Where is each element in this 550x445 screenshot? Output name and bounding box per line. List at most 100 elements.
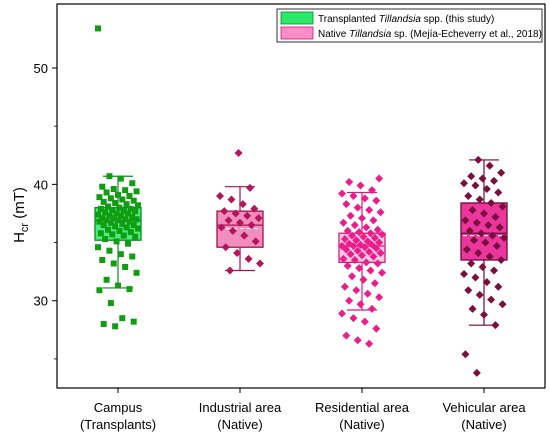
data-point-0-65 bbox=[133, 269, 140, 276]
points-3 bbox=[460, 155, 508, 377]
data-point-0-33 bbox=[99, 215, 106, 222]
data-point-2-6 bbox=[360, 194, 369, 203]
data-point-0-17 bbox=[123, 201, 130, 208]
data-point-1-1 bbox=[246, 183, 254, 192]
data-point-0-46 bbox=[123, 224, 130, 231]
data-point-3-31 bbox=[497, 256, 506, 264]
y-axis-title-sub: cr bbox=[19, 223, 31, 233]
points-1 bbox=[216, 148, 264, 275]
data-point-0-26 bbox=[102, 209, 109, 216]
legend-label-native-suffix: sp. (Mejía-Echeverry et al., 2018) bbox=[391, 29, 542, 40]
data-point-2-21 bbox=[366, 229, 375, 238]
data-point-3-28 bbox=[462, 245, 471, 254]
data-point-3-24 bbox=[500, 233, 508, 242]
data-point-0-43 bbox=[130, 222, 137, 229]
data-point-2-60 bbox=[356, 300, 365, 309]
data-point-1-16 bbox=[251, 237, 260, 246]
data-point-0-10 bbox=[126, 193, 133, 199]
data-point-3-45 bbox=[491, 321, 500, 330]
data-point-0-61 bbox=[129, 253, 136, 260]
data-point-2-42 bbox=[358, 251, 366, 260]
y-axis-title: Hcr (mT) bbox=[11, 187, 31, 243]
data-point-2-54 bbox=[370, 279, 379, 288]
data-point-0-0 bbox=[95, 25, 101, 32]
data-point-3-16 bbox=[491, 212, 500, 221]
data-point-3-12 bbox=[487, 198, 496, 207]
data-point-0-30 bbox=[106, 212, 113, 219]
data-point-0-35 bbox=[122, 216, 129, 223]
data-point-0-54 bbox=[132, 233, 139, 240]
data-point-0-48 bbox=[105, 226, 111, 233]
x-ticks: Campus (Transplants) Industrial area (Nativ… bbox=[80, 388, 526, 432]
data-point-0-18 bbox=[135, 202, 141, 209]
data-point-2-41 bbox=[346, 250, 355, 259]
data-point-0-63 bbox=[110, 260, 117, 267]
plot-frame bbox=[56, 3, 546, 389]
data-point-3-17 bbox=[461, 216, 470, 225]
data-point-2-8 bbox=[342, 200, 351, 209]
data-point-2-57 bbox=[363, 289, 372, 298]
data-point-0-70 bbox=[107, 300, 114, 307]
data-point-2-11 bbox=[376, 208, 385, 217]
data-point-1-18 bbox=[233, 249, 242, 258]
data-point-0-21 bbox=[127, 205, 134, 212]
data-point-0-39 bbox=[126, 218, 133, 225]
legend-label-native-italic: Tillandsia bbox=[349, 29, 392, 40]
series-group-0 bbox=[94, 25, 142, 330]
data-point-0-11 bbox=[96, 194, 103, 201]
data-point-2-22 bbox=[378, 230, 386, 239]
series-group-1 bbox=[216, 148, 264, 275]
data-point-0-68 bbox=[126, 286, 133, 293]
data-point-0-55 bbox=[102, 236, 109, 243]
data-point-3-39 bbox=[464, 286, 473, 295]
data-point-2-0 bbox=[375, 174, 384, 183]
data-point-0-14 bbox=[130, 197, 137, 204]
legend-label-transplanted-prefix: Transplanted bbox=[318, 14, 379, 25]
data-point-2-67 bbox=[353, 336, 362, 345]
data-point-2-13 bbox=[358, 214, 366, 223]
data-point-2-39 bbox=[365, 247, 374, 256]
data-point-1-3 bbox=[227, 195, 236, 204]
data-point-2-2 bbox=[356, 181, 365, 190]
data-point-1-17 bbox=[221, 243, 230, 252]
data-point-0-67 bbox=[115, 282, 121, 289]
ytick-label-30: 30 bbox=[34, 294, 48, 309]
data-point-3-37 bbox=[482, 278, 491, 287]
xtick-label-line2-3: (Native) bbox=[461, 417, 507, 432]
data-point-1-21 bbox=[226, 266, 234, 275]
data-point-2-68 bbox=[365, 339, 374, 348]
data-point-1-9 bbox=[254, 214, 263, 223]
data-point-2-59 bbox=[345, 296, 354, 305]
data-point-3-11 bbox=[475, 195, 484, 204]
data-point-3-5 bbox=[490, 176, 498, 185]
data-point-2-44 bbox=[339, 254, 348, 263]
data-point-0-34 bbox=[110, 215, 117, 222]
data-point-3-30 bbox=[485, 252, 494, 261]
data-point-3-13 bbox=[498, 202, 507, 211]
data-point-0-29 bbox=[95, 211, 101, 218]
data-point-1-15 bbox=[240, 231, 249, 240]
data-point-3-33 bbox=[478, 262, 487, 271]
xtick-label-line1-2: Residential area bbox=[315, 400, 410, 415]
data-point-3-1 bbox=[485, 161, 494, 170]
data-point-2-20 bbox=[355, 228, 364, 237]
data-point-0-51 bbox=[97, 230, 104, 237]
data-point-1-8 bbox=[243, 211, 252, 220]
data-point-3-41 bbox=[487, 295, 496, 304]
data-point-2-38 bbox=[353, 246, 362, 255]
data-point-1-4 bbox=[238, 200, 247, 209]
data-point-0-47 bbox=[135, 225, 141, 232]
data-point-2-34 bbox=[349, 242, 358, 251]
data-point-1-20 bbox=[256, 259, 264, 268]
data-point-2-36 bbox=[372, 244, 381, 253]
data-point-2-3 bbox=[368, 186, 376, 195]
data-point-1-14 bbox=[228, 226, 237, 235]
data-point-2-63 bbox=[349, 314, 358, 323]
data-point-3-42 bbox=[498, 300, 507, 309]
data-point-0-8 bbox=[103, 189, 110, 196]
data-point-3-18 bbox=[472, 218, 481, 227]
y-ticks: 30 40 50 bbox=[34, 61, 57, 360]
data-point-3-25 bbox=[470, 236, 478, 245]
y-axis-title-main: H bbox=[11, 232, 28, 243]
data-point-3-20 bbox=[495, 223, 504, 232]
